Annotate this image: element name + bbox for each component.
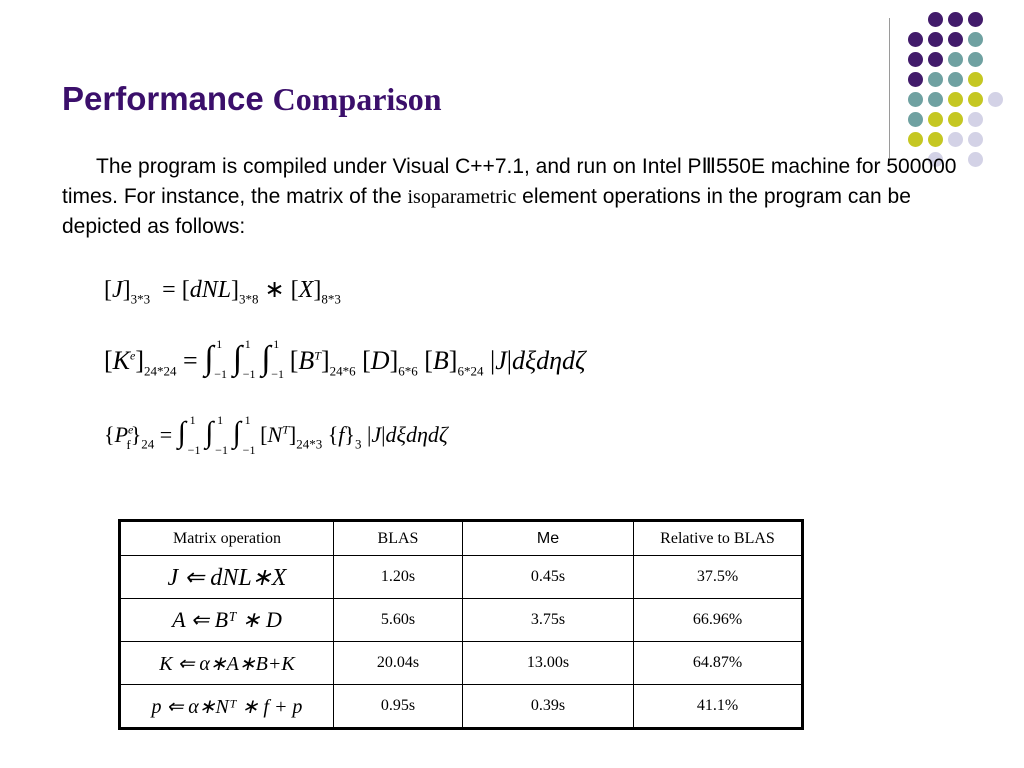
decorative-dot xyxy=(908,52,923,67)
body-paragraph: The program is compiled under Visual C++… xyxy=(62,152,962,242)
equation-jacobian: [J]3*3 = [dNL]3*8 ∗ [X]8*3 xyxy=(104,277,341,307)
decorative-dot xyxy=(928,152,943,167)
operation-cell: J ⇐ dNL∗X xyxy=(119,555,334,599)
operation-cell: K ⇐ α∗A∗B+K xyxy=(119,641,334,685)
decorative-dot xyxy=(968,72,983,87)
decorative-dot xyxy=(948,132,963,147)
header-matrix-operation: Matrix operation xyxy=(119,520,334,556)
me-time-cell: 3.75s xyxy=(462,598,634,642)
decorative-divider-line xyxy=(889,18,890,158)
decorative-dot xyxy=(928,12,943,27)
body-text-isoparametric: isoparametric xyxy=(407,186,517,208)
header-me: Me xyxy=(462,520,634,556)
decorative-dot xyxy=(968,132,983,147)
relative-cell: 66.96% xyxy=(633,598,803,642)
blas-time-cell: 1.20s xyxy=(333,555,463,599)
performance-table: Matrix operation BLAS Me Relative to BLA… xyxy=(118,519,804,730)
decorative-dot xyxy=(988,92,1003,107)
blas-time-cell: 0.95s xyxy=(333,684,463,729)
me-time-cell: 0.39s xyxy=(462,684,634,729)
table-row: A ⇐ Bᵀ ∗ D 5.60s 3.75s 66.96% xyxy=(119,598,803,642)
decorative-dot xyxy=(948,92,963,107)
decorative-dot xyxy=(968,92,983,107)
decorative-dot xyxy=(928,32,943,47)
decorative-dot xyxy=(928,52,943,67)
decorative-dot xyxy=(948,52,963,67)
decorative-dot xyxy=(968,12,983,27)
decorative-dot xyxy=(948,32,963,47)
slide-title: Performance Comparison xyxy=(62,80,442,118)
decorative-dot xyxy=(908,92,923,107)
operation-cell: A ⇐ Bᵀ ∗ D xyxy=(119,598,334,642)
title-word-performance: Performance xyxy=(62,80,264,117)
table-row: J ⇐ dNL∗X 1.20s 0.45s 37.5% xyxy=(119,555,803,599)
decorative-dot xyxy=(908,132,923,147)
equation-load-vector: {Pef}24 = ∫ 1 −1 ∫ 1 −1 ∫ 1 −1 [NT]24*3 {f}3 |… xyxy=(104,413,448,457)
me-time-cell: 13.00s xyxy=(462,641,634,685)
decorative-dot xyxy=(908,32,923,47)
blas-time-cell: 20.04s xyxy=(333,641,463,685)
decorative-dot xyxy=(928,132,943,147)
table-row: p ⇐ α∗Nᵀ ∗ f + p 0.95s 0.39s 41.1% xyxy=(119,684,803,729)
decorative-dot xyxy=(968,152,983,167)
blas-time-cell: 5.60s xyxy=(333,598,463,642)
decorative-dot xyxy=(968,112,983,127)
relative-cell: 41.1% xyxy=(633,684,803,729)
title-word-comparison: Comparison xyxy=(272,81,442,117)
decorative-dot xyxy=(968,32,983,47)
decorative-dot xyxy=(908,112,923,127)
relative-cell: 37.5% xyxy=(633,555,803,599)
body-text-part1: The program is compiled under Visual C++… xyxy=(62,155,957,208)
body-text-part2: element operations in the program can be… xyxy=(62,185,911,238)
relative-cell: 64.87% xyxy=(633,641,803,685)
decorative-dot-grid xyxy=(900,12,1012,172)
decorative-dot xyxy=(928,112,943,127)
decorative-dot xyxy=(948,72,963,87)
table-row: K ⇐ α∗A∗B+K 20.04s 13.00s 64.87% xyxy=(119,641,803,685)
me-time-cell: 0.45s xyxy=(462,555,634,599)
equation-stiffness-matrix: [Ke]24*24 = ∫ 1 −1 ∫ 1 −1 ∫ 1 −1 [BT]24*6 [D]6… xyxy=(104,337,586,381)
operation-cell: p ⇐ α∗Nᵀ ∗ f + p xyxy=(119,684,334,729)
decorative-dot xyxy=(948,112,963,127)
header-blas: BLAS xyxy=(333,520,463,556)
decorative-dot xyxy=(968,52,983,67)
decorative-dot xyxy=(928,72,943,87)
table-header-row: Matrix operation BLAS Me Relative to BLA… xyxy=(119,520,803,556)
decorative-dot xyxy=(928,92,943,107)
decorative-dot xyxy=(908,72,923,87)
header-relative-to-blas: Relative to BLAS xyxy=(633,520,803,556)
decorative-dot xyxy=(948,12,963,27)
